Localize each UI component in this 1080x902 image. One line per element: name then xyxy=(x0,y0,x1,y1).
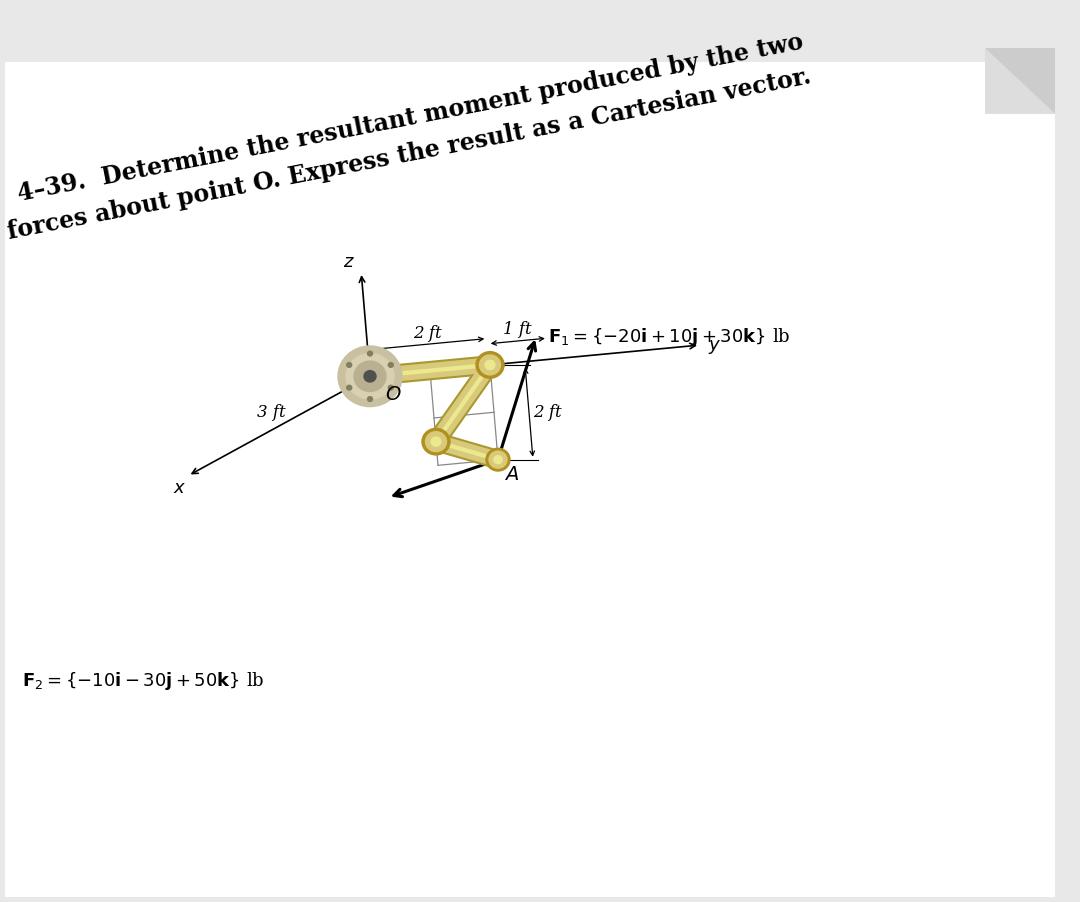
Circle shape xyxy=(347,385,352,390)
Circle shape xyxy=(347,363,352,367)
Circle shape xyxy=(480,355,500,375)
Circle shape xyxy=(389,385,393,390)
Text: $\mathbf{F}_2 = \{-10\mathbf{i} - 30\mathbf{j} + 50\mathbf{k}\}$ lb: $\mathbf{F}_2 = \{-10\mathbf{i} - 30\mat… xyxy=(22,670,265,692)
Text: 3 ft: 3 ft xyxy=(257,404,285,421)
FancyBboxPatch shape xyxy=(5,62,1055,897)
Circle shape xyxy=(338,346,402,407)
Circle shape xyxy=(489,451,507,468)
Text: $\mathbf{F}_1 = \{-20\mathbf{i} + 10\mathbf{j} + 30\mathbf{k}\}$ lb: $\mathbf{F}_1 = \{-20\mathbf{i} + 10\mat… xyxy=(548,326,791,347)
Polygon shape xyxy=(985,48,1055,114)
Circle shape xyxy=(494,456,502,464)
Circle shape xyxy=(486,448,510,471)
Text: 4–39.  Determine the resultant moment produced by the two: 4–39. Determine the resultant moment pro… xyxy=(15,30,806,206)
Text: $z$: $z$ xyxy=(343,253,355,272)
Polygon shape xyxy=(985,48,1055,114)
Circle shape xyxy=(476,352,504,378)
Circle shape xyxy=(422,428,450,455)
Circle shape xyxy=(367,351,373,356)
Text: $O$: $O$ xyxy=(384,386,402,404)
Text: $y$: $y$ xyxy=(708,337,721,355)
Circle shape xyxy=(485,360,495,370)
Circle shape xyxy=(364,371,376,382)
Circle shape xyxy=(367,397,373,401)
Circle shape xyxy=(426,432,446,452)
Text: 1 ft: 1 ft xyxy=(503,321,532,338)
Text: $A$: $A$ xyxy=(504,466,519,484)
Circle shape xyxy=(389,363,393,367)
Text: 2 ft: 2 ft xyxy=(534,404,562,421)
Text: 2 ft: 2 ft xyxy=(413,325,442,342)
Circle shape xyxy=(354,361,386,391)
Text: $x$: $x$ xyxy=(173,479,186,497)
Circle shape xyxy=(346,354,394,399)
Circle shape xyxy=(431,437,441,446)
Text: forces about point O. Express the result as a Cartesian vector.: forces about point O. Express the result… xyxy=(5,64,813,244)
